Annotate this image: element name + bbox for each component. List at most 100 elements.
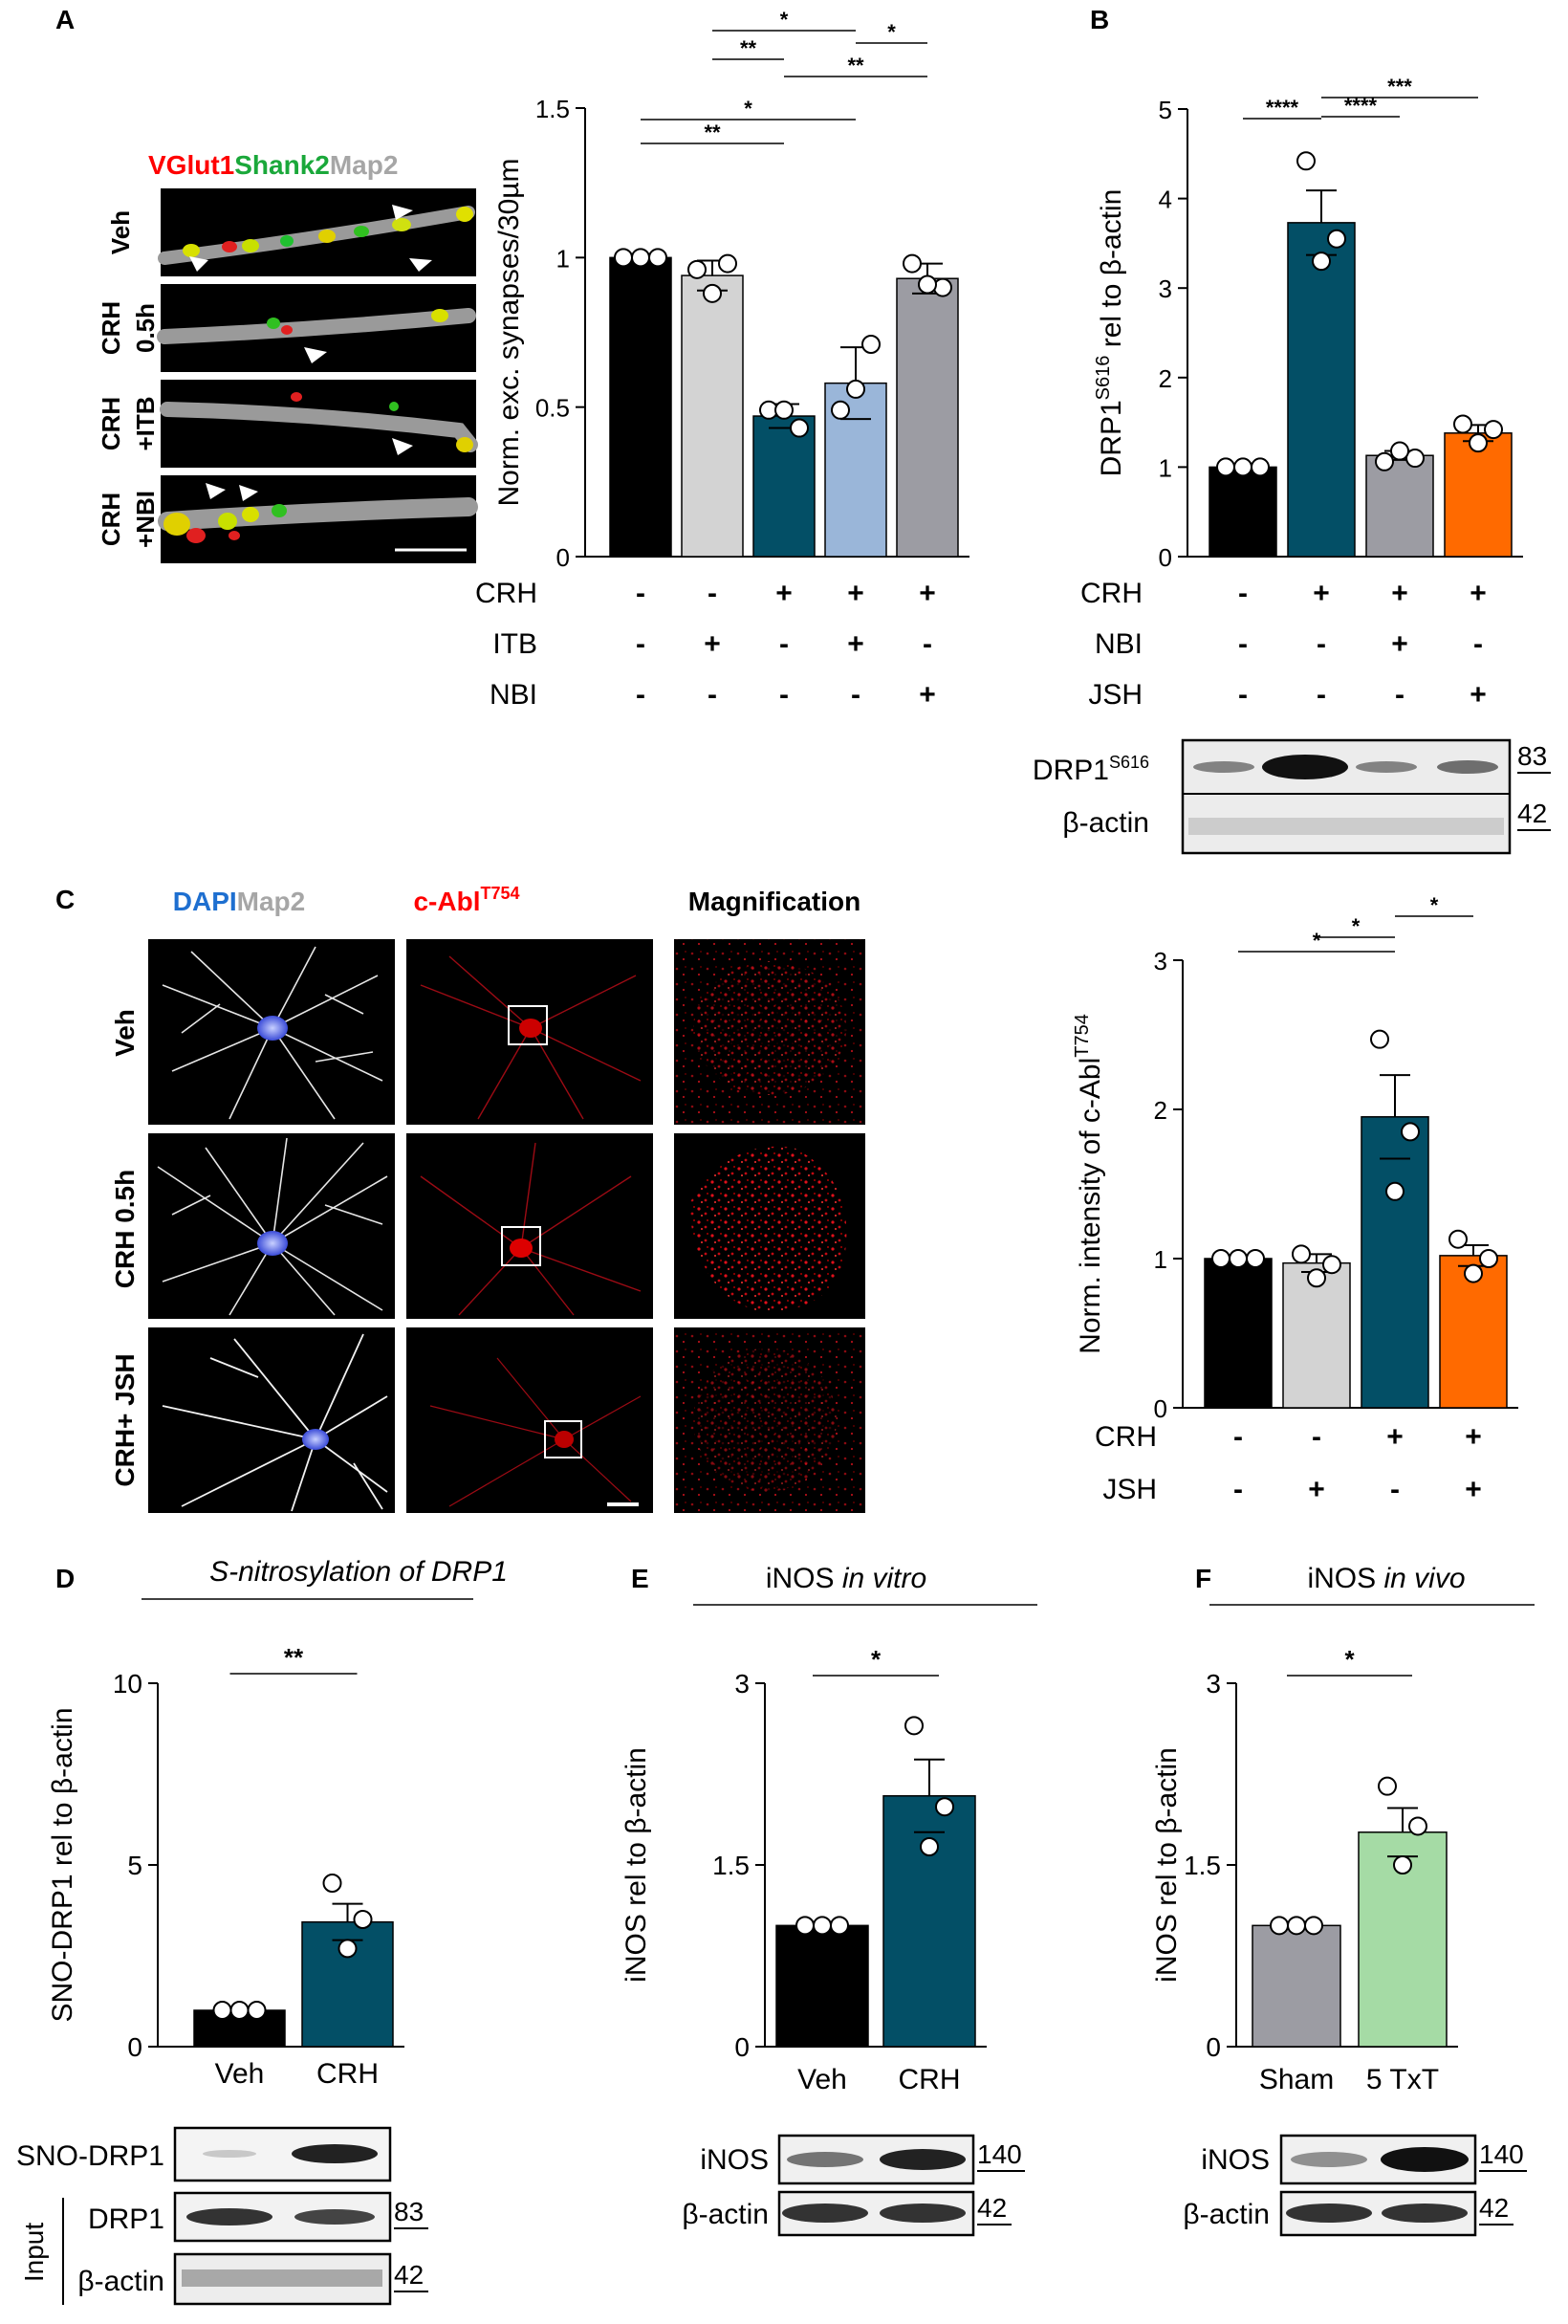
data-point: [1484, 420, 1503, 440]
data-point: [1307, 1268, 1326, 1288]
data-point: [774, 400, 794, 420]
micrograph-a-row-labels: Veh CRH 0.5h CRH +ITB CRH +NBI: [97, 210, 160, 548]
sig-label: ****: [1266, 96, 1299, 120]
data-point: [918, 274, 937, 295]
arrowhead-icon: [409, 258, 432, 272]
data-point: [1296, 151, 1316, 171]
condition-sign: +: [1313, 578, 1330, 609]
svg-text:CRH: CRH: [97, 493, 125, 546]
data-point: [920, 1837, 939, 1856]
data-point: [1287, 1916, 1306, 1936]
y-tick-label: 0: [1159, 543, 1172, 572]
category-label: CRH: [316, 2058, 379, 2090]
data-point: [1453, 414, 1472, 434]
y-tick-label: 1.5: [535, 95, 570, 123]
stain-vglut1: VGlut1: [148, 150, 234, 180]
condition-sign: +: [1308, 1474, 1325, 1505]
y-tick-label: 3: [1154, 947, 1167, 976]
data-point: [1327, 229, 1346, 249]
sig-label: **: [740, 36, 757, 60]
row-label-a-itb: CRH +ITB: [97, 396, 160, 450]
y-tick-label: 1: [556, 244, 570, 273]
data-point: [1304, 1916, 1323, 1936]
data-point: [1385, 1181, 1405, 1201]
data-point: [831, 400, 850, 420]
blot-f-mw-0: 140: [1479, 2139, 1524, 2169]
data-point: [933, 277, 952, 297]
header-dapi-map2: DAPIMap2: [173, 887, 305, 916]
condition-sign: +: [704, 628, 721, 660]
micrograph-a-nbi: [158, 475, 478, 563]
arrowhead-icon: [392, 438, 413, 455]
condition-sign: +: [1465, 1421, 1482, 1453]
sig-label: **: [847, 54, 864, 77]
condition-sign: -: [1473, 628, 1483, 660]
sig-label: ***: [1387, 75, 1412, 99]
data-point: [1233, 457, 1252, 477]
condition-sign: -: [636, 628, 645, 660]
row-label-a-veh: Veh: [106, 210, 135, 254]
blot-b-label-0: DRP1S616: [1033, 753, 1149, 786]
micrograph-c-row-jsh: [148, 1327, 865, 1513]
category-label: Sham: [1259, 2064, 1334, 2095]
bar: [896, 277, 959, 558]
y-tick-label: 2: [1159, 364, 1172, 393]
condition-sign: -: [1238, 628, 1248, 660]
condition-sign: -: [636, 679, 645, 711]
category-label: CRH: [899, 2064, 961, 2095]
blot-d-mw-2: 42: [394, 2260, 424, 2290]
y-tick-label: 1.5: [712, 1851, 750, 1880]
blot-e-mw-0: 140: [977, 2139, 1022, 2169]
data-point: [1370, 1029, 1389, 1049]
blot-e: iNOS β-actin 140 42: [682, 2134, 1025, 2237]
data-point: [338, 1939, 358, 1959]
data-point: [1292, 1244, 1311, 1264]
bar: [1252, 1924, 1341, 2048]
sig-label: *: [887, 20, 896, 44]
micrograph-a-crh: [157, 284, 476, 372]
sig-label: *: [1352, 914, 1361, 938]
blot-f: iNOS β-actin 140 42: [1183, 2134, 1527, 2237]
blot-d-label-1: DRP1: [88, 2203, 164, 2235]
data-point: [1246, 1249, 1265, 1268]
bar: [1444, 432, 1513, 558]
stain-shank2: Shank2: [234, 150, 330, 180]
micrograph-c-row-veh: [148, 939, 865, 1125]
y-axis-label: Norm. intensity of c-AblT754: [1072, 1014, 1106, 1354]
blot-f-label-0: iNOS: [1201, 2144, 1270, 2176]
condition-sign: +: [775, 578, 793, 609]
sig-label: *: [744, 97, 752, 121]
bar: [882, 1795, 976, 2048]
data-point: [1393, 1855, 1412, 1875]
condition-sign: +: [847, 578, 864, 609]
bar: [775, 1924, 869, 2048]
panel-label-a: A: [55, 5, 75, 34]
micrograph-a-itb: [160, 380, 478, 468]
y-tick-label: 0: [556, 543, 570, 572]
blot-e-label-0: iNOS: [700, 2144, 769, 2176]
row-label-c-jsh: CRH+ JSH: [110, 1353, 140, 1486]
header-magnification: Magnification: [688, 887, 860, 916]
condition-sign: +: [847, 628, 864, 660]
svg-text:+ITB: +ITB: [131, 396, 160, 450]
panel-label-f: F: [1195, 1564, 1211, 1593]
blot-d: SNO-DRP1 DRP1 β-actin Input 83 42: [16, 2126, 428, 2306]
bar: [1361, 1116, 1429, 1409]
chart-c: 0 1 2 3 Norm. intensity of c-AblT754 CRH - - + + J…: [1072, 893, 1518, 1505]
y-tick-label: 3: [1159, 274, 1172, 303]
data-point: [935, 1797, 954, 1817]
condition-sign: -: [779, 628, 789, 660]
y-tick-label: 3: [734, 1669, 750, 1699]
panel-label-d: D: [55, 1564, 75, 1593]
condition-sign: -: [851, 679, 860, 711]
data-point: [846, 379, 865, 399]
condition-sign: -: [779, 679, 789, 711]
data-point: [1251, 457, 1270, 477]
bar: [1204, 1258, 1273, 1409]
bar: [1209, 466, 1277, 558]
data-point: [703, 283, 722, 303]
condition-label: NBI: [1095, 628, 1143, 660]
data-point: [247, 2001, 267, 2020]
condition-label: CRH: [1095, 1421, 1157, 1453]
